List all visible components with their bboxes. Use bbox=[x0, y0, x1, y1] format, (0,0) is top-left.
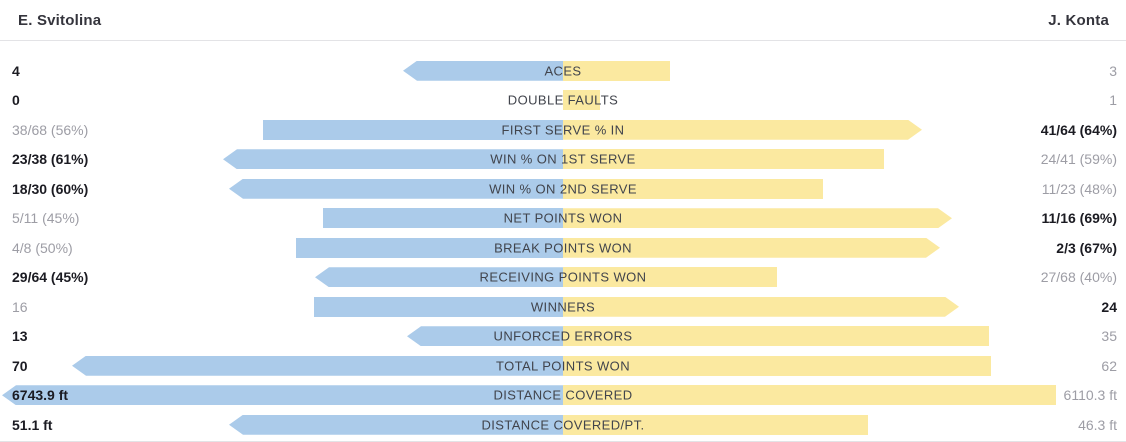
right-player-bar bbox=[563, 267, 777, 288]
left-value: 6743.9 ft bbox=[12, 387, 69, 404]
stat-label: UNFORCED ERRORS bbox=[493, 328, 633, 344]
stat-row: 5/11 (45%) NET POINTS WON 11/16 (69%) bbox=[0, 204, 1126, 234]
stat-row: 16 WINNERS 24 bbox=[0, 292, 1126, 322]
left-player-bar bbox=[407, 326, 563, 347]
stat-label: ACES bbox=[544, 63, 582, 79]
right-value: 35 bbox=[1101, 328, 1117, 345]
left-player-bar bbox=[323, 208, 563, 229]
stat-row: 51.1 ft DISTANCE COVERED/PT. 46.3 ft bbox=[0, 410, 1126, 440]
right-player-bar bbox=[563, 178, 823, 199]
right-player-bar bbox=[563, 120, 922, 140]
stat-row: 29/64 (45%) RECEIVING POINTS WON 27/68 (40… bbox=[0, 263, 1126, 293]
right-player-bar bbox=[563, 238, 940, 258]
stat-row: 4 ACES 3 bbox=[0, 56, 1126, 86]
left-value: 5/11 (45%) bbox=[12, 210, 80, 227]
right-player-bar bbox=[563, 149, 884, 170]
left-value: 13 bbox=[12, 328, 28, 345]
stat-row: 70 TOTAL POINTS WON 62 bbox=[0, 351, 1126, 381]
stat-label: DISTANCE COVERED bbox=[493, 387, 633, 403]
left-value: 0 bbox=[12, 92, 20, 109]
left-value: 18/30 (60%) bbox=[12, 180, 89, 197]
right-player-bar bbox=[563, 208, 952, 228]
right-player-bar bbox=[563, 60, 670, 81]
stats-header: E. Svitolina J. Konta bbox=[0, 0, 1126, 41]
stat-label: DISTANCE COVERED/PT. bbox=[481, 417, 645, 433]
left-value: 4/8 (50%) bbox=[12, 239, 73, 256]
player-name-right: J. Konta bbox=[1048, 11, 1109, 29]
left-player-bar bbox=[314, 296, 563, 317]
stat-row: 38/68 (56%) FIRST SERVE % IN 41/64 (64%) bbox=[0, 115, 1126, 145]
stat-row: 4/8 (50%) BREAK POINTS WON 2/3 (67%) bbox=[0, 233, 1126, 263]
stat-label: BREAK POINTS WON bbox=[494, 240, 632, 256]
right-value: 3 bbox=[1109, 62, 1117, 79]
player-name-left: E. Svitolina bbox=[18, 11, 102, 29]
right-value: 46.3 ft bbox=[1078, 416, 1117, 433]
left-value: 23/38 (61%) bbox=[12, 151, 89, 168]
right-player-bar bbox=[563, 90, 600, 111]
left-player-bar bbox=[72, 355, 563, 376]
stat-label: DOUBLE FAULTS bbox=[507, 92, 619, 108]
right-value: 24/41 (59%) bbox=[1040, 151, 1117, 168]
left-player-bar bbox=[315, 267, 563, 288]
right-player-bar bbox=[563, 326, 989, 347]
stat-label: WIN % ON 2ND SERVE bbox=[489, 181, 637, 197]
stat-row: 18/30 (60%) WIN % ON 2ND SERVE 11/23 (48%) bbox=[0, 174, 1126, 204]
stat-label: NET POINTS WON bbox=[503, 210, 623, 226]
left-player-bar bbox=[229, 414, 563, 435]
left-value: 29/64 (45%) bbox=[12, 269, 89, 286]
right-value: 62 bbox=[1101, 357, 1117, 374]
left-value: 70 bbox=[12, 357, 28, 374]
right-value: 6110.3 ft bbox=[1063, 387, 1117, 404]
left-value: 51.1 ft bbox=[12, 416, 53, 433]
stat-row: 6743.9 ft DISTANCE COVERED 6110.3 ft bbox=[0, 381, 1126, 411]
stat-label: RECEIVING POINTS WON bbox=[479, 269, 647, 285]
stat-label: TOTAL POINTS WON bbox=[495, 358, 630, 374]
left-value: 4 bbox=[12, 62, 20, 79]
left-player-bar bbox=[229, 178, 563, 199]
stat-label: WIN % ON 1ST SERVE bbox=[490, 151, 636, 167]
stats-rows: 4 ACES 3 0 DOUBLE FAULTS 1 38/68 (56%) FIRST SE… bbox=[0, 41, 1126, 440]
stat-row: 23/38 (61%) WIN % ON 1ST SERVE 24/41 (59%) bbox=[0, 145, 1126, 175]
stat-label: FIRST SERVE % IN bbox=[501, 122, 625, 138]
right-value: 11/16 (69%) bbox=[1041, 210, 1118, 227]
right-player-bar bbox=[563, 414, 868, 435]
right-value: 2/3 (67%) bbox=[1056, 239, 1117, 256]
stat-row: 13 UNFORCED ERRORS 35 bbox=[0, 322, 1126, 352]
right-value: 41/64 (64%) bbox=[1040, 121, 1117, 138]
left-player-bar bbox=[403, 60, 563, 81]
left-player-bar bbox=[2, 385, 563, 406]
left-value: 16 bbox=[12, 298, 28, 315]
right-value: 11/23 (48%) bbox=[1041, 180, 1117, 197]
right-value: 1 bbox=[1109, 92, 1117, 109]
right-player-bar bbox=[563, 385, 1056, 406]
right-value: 27/68 (40%) bbox=[1040, 269, 1117, 286]
stat-label: WINNERS bbox=[530, 299, 596, 315]
right-player-bar bbox=[563, 297, 959, 317]
left-value: 38/68 (56%) bbox=[12, 121, 89, 138]
right-player-bar bbox=[563, 355, 991, 376]
right-value: 24 bbox=[1101, 298, 1117, 315]
left-player-bar bbox=[223, 149, 563, 170]
left-player-bar bbox=[263, 119, 563, 140]
left-player-bar bbox=[296, 237, 563, 258]
stat-row: 0 DOUBLE FAULTS 1 bbox=[0, 86, 1126, 116]
